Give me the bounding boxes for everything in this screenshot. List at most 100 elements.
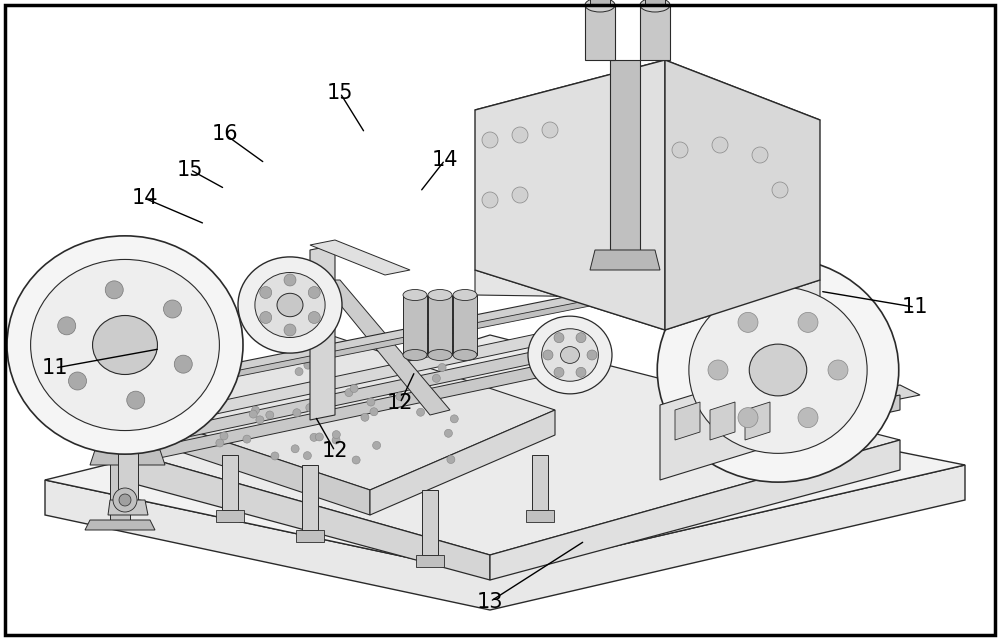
Polygon shape (745, 402, 770, 440)
Text: 15: 15 (327, 83, 353, 103)
Polygon shape (416, 555, 444, 567)
Circle shape (345, 388, 353, 397)
Polygon shape (120, 450, 490, 580)
Ellipse shape (403, 349, 427, 360)
Polygon shape (140, 330, 565, 428)
Text: 12: 12 (387, 393, 413, 413)
Ellipse shape (657, 258, 899, 482)
Polygon shape (120, 335, 900, 555)
Circle shape (326, 368, 334, 376)
Text: 12: 12 (322, 441, 348, 461)
Circle shape (271, 452, 279, 460)
Polygon shape (145, 335, 555, 490)
Circle shape (738, 408, 758, 428)
Circle shape (303, 452, 311, 460)
Circle shape (438, 364, 446, 371)
Polygon shape (453, 295, 477, 355)
Circle shape (554, 333, 564, 342)
Circle shape (512, 187, 528, 203)
Polygon shape (475, 60, 665, 330)
Circle shape (587, 350, 597, 360)
Polygon shape (320, 280, 450, 415)
Polygon shape (370, 410, 555, 515)
Circle shape (712, 137, 728, 153)
Circle shape (127, 391, 145, 409)
Polygon shape (670, 395, 900, 460)
Ellipse shape (542, 329, 598, 381)
Polygon shape (150, 278, 700, 394)
Circle shape (432, 374, 440, 382)
Circle shape (210, 392, 218, 400)
Circle shape (293, 409, 301, 417)
Polygon shape (403, 295, 427, 355)
Polygon shape (222, 455, 238, 510)
Polygon shape (645, 0, 665, 5)
Polygon shape (585, 5, 615, 60)
Ellipse shape (640, 0, 670, 12)
Circle shape (220, 432, 228, 440)
Polygon shape (310, 240, 410, 275)
Circle shape (291, 445, 299, 452)
Ellipse shape (403, 289, 427, 301)
Polygon shape (102, 390, 148, 450)
Polygon shape (108, 500, 148, 515)
Polygon shape (310, 245, 335, 420)
Circle shape (249, 410, 257, 418)
Polygon shape (675, 402, 700, 440)
Polygon shape (45, 465, 965, 610)
Circle shape (576, 333, 586, 342)
Text: 11: 11 (902, 297, 928, 317)
Circle shape (314, 396, 322, 404)
Text: 14: 14 (432, 150, 458, 170)
Circle shape (450, 415, 458, 423)
Circle shape (798, 312, 818, 332)
Circle shape (738, 312, 758, 332)
Circle shape (447, 456, 455, 463)
Polygon shape (490, 440, 900, 580)
Circle shape (828, 360, 848, 380)
Circle shape (315, 433, 323, 441)
Circle shape (373, 442, 381, 449)
Circle shape (772, 182, 788, 198)
Ellipse shape (277, 293, 303, 317)
Circle shape (370, 408, 378, 416)
Polygon shape (526, 510, 554, 522)
Circle shape (295, 367, 303, 376)
Circle shape (542, 122, 558, 138)
Polygon shape (475, 270, 820, 330)
Circle shape (304, 361, 312, 369)
Circle shape (543, 350, 553, 360)
Circle shape (482, 132, 498, 148)
Polygon shape (532, 455, 548, 510)
Polygon shape (140, 347, 565, 445)
Circle shape (119, 494, 131, 506)
Circle shape (216, 439, 224, 447)
Polygon shape (118, 450, 138, 500)
Polygon shape (150, 270, 710, 388)
Circle shape (256, 416, 264, 424)
Text: 15: 15 (177, 159, 203, 180)
Text: 11: 11 (42, 358, 68, 378)
Ellipse shape (238, 257, 342, 353)
Circle shape (361, 413, 369, 421)
Circle shape (266, 411, 274, 419)
Polygon shape (45, 370, 965, 575)
Circle shape (482, 192, 498, 208)
Circle shape (243, 435, 251, 443)
Circle shape (251, 406, 259, 414)
Polygon shape (710, 402, 735, 440)
Circle shape (308, 312, 320, 323)
Polygon shape (660, 365, 790, 480)
Circle shape (332, 431, 340, 438)
Polygon shape (216, 510, 244, 522)
Polygon shape (296, 530, 324, 542)
Polygon shape (85, 520, 155, 530)
Polygon shape (110, 455, 130, 520)
Circle shape (417, 408, 425, 416)
Circle shape (306, 404, 314, 412)
Circle shape (310, 433, 318, 442)
Text: 13: 13 (477, 591, 503, 612)
Circle shape (58, 317, 76, 335)
Circle shape (174, 355, 192, 373)
Ellipse shape (749, 344, 807, 396)
